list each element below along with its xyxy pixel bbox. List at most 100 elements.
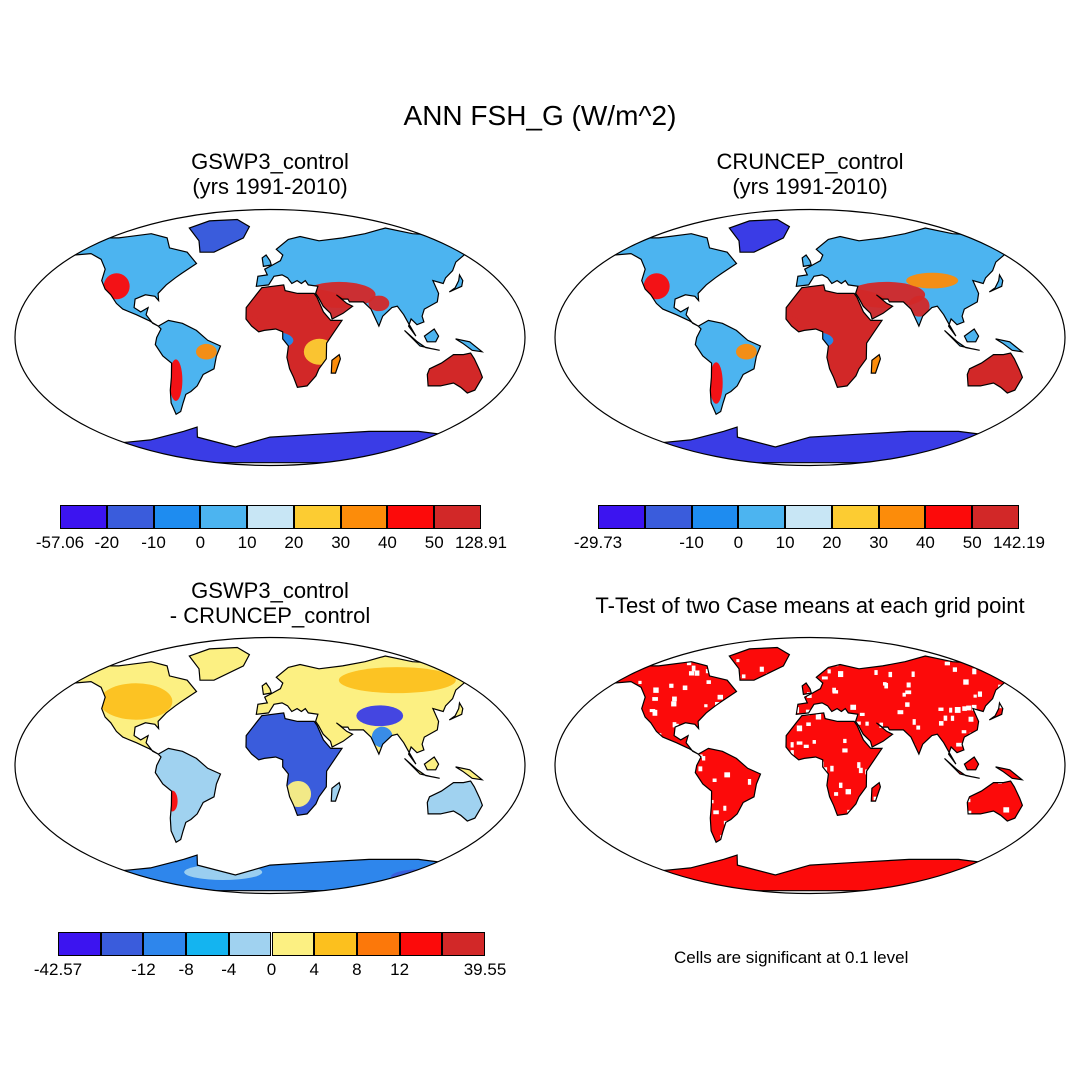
- insignificant-cell: [634, 706, 640, 711]
- insignificant-cell: [711, 668, 716, 674]
- land-eurasia: [796, 656, 1035, 765]
- insignificant-cell: [897, 710, 904, 715]
- insignificant-cell: [653, 687, 659, 693]
- insignificant-cell: [787, 673, 791, 678]
- land-northAmerica: [601, 661, 737, 755]
- insignificant-cell: [842, 748, 848, 753]
- field-patch: [906, 272, 959, 289]
- colorbar-tick-label: 0: [266, 960, 277, 979]
- field-patch: [169, 359, 183, 401]
- land-australia: [967, 353, 1023, 393]
- coastline: [963, 756, 980, 771]
- insignificant-cell: [741, 674, 746, 679]
- insignificant-cell: [879, 770, 886, 774]
- coastline: [330, 781, 342, 802]
- coastline: [404, 757, 440, 779]
- insignificant-cell: [649, 709, 656, 713]
- field-patch: [736, 343, 757, 360]
- insignificant-cell: [1003, 807, 1010, 813]
- insignificant-cell: [1010, 729, 1016, 735]
- map-land-layer: [52, 646, 514, 892]
- coastline: [801, 254, 813, 268]
- coastline: [728, 218, 791, 253]
- land-greenland: [189, 219, 250, 253]
- insignificant-cell: [795, 683, 800, 688]
- map-difference: [14, 636, 526, 895]
- coastline: [261, 254, 273, 268]
- colorbar-difference: -42.57 -12 -8 -4 0 4 8 12 39.55: [34, 932, 506, 979]
- insignificant-cell: [865, 721, 869, 726]
- coastline: [448, 701, 464, 721]
- insignificant-cell: [798, 801, 802, 806]
- insignificant-cell: [954, 707, 961, 713]
- insignificant-cell: [778, 743, 783, 748]
- insignificant-cell: [735, 692, 740, 698]
- insignificant-cell: [595, 780, 601, 785]
- insignificant-cell: [615, 698, 622, 702]
- insignificant-cell: [1032, 729, 1037, 735]
- insignificant-cell: [988, 819, 992, 824]
- insignificant-cell: [942, 839, 948, 844]
- land-newZealand: [493, 813, 513, 831]
- insignificant-cell: [640, 802, 644, 807]
- coastline: [188, 646, 251, 681]
- colorbar-box: [598, 505, 645, 529]
- insignificant-cell: [858, 818, 863, 824]
- colorbar-tick-label: -12: [131, 960, 156, 979]
- insignificant-cell: [966, 705, 972, 711]
- insignificant-cell: [834, 792, 839, 796]
- coastline: [1032, 812, 1054, 832]
- insignificant-cell: [598, 739, 604, 745]
- coastline: [944, 757, 980, 779]
- map-frame: [14, 208, 526, 467]
- coastline: [601, 661, 738, 755]
- insignificant-cell: [807, 662, 814, 667]
- insignificant-cell: [1036, 790, 1040, 795]
- insignificant-cell: [724, 666, 730, 670]
- field-patch: [167, 790, 178, 812]
- insignificant-cell: [674, 723, 679, 728]
- insignificant-cell: [594, 798, 596, 803]
- insignificant-cell: [962, 706, 967, 711]
- insignificant-cell: [653, 736, 659, 741]
- insignificant-cell: [697, 747, 702, 751]
- panel-4-title: T-Test of two Case means at each grid po…: [540, 593, 1080, 618]
- coastline: [870, 353, 882, 374]
- colorbar-tick-label: 12: [390, 960, 410, 979]
- insignificant-cell: [826, 802, 831, 809]
- map-land-layer: [52, 218, 514, 464]
- coastline: [61, 661, 198, 755]
- coastline: [188, 218, 251, 253]
- land-antarctica: [594, 855, 1026, 891]
- insignificant-cell: [642, 808, 647, 812]
- map-frame: [554, 636, 1066, 895]
- field-patch: [303, 338, 336, 365]
- insignificant-cell: [745, 824, 751, 828]
- insignificant-cell: [985, 835, 991, 839]
- insignificant-cell: [876, 816, 883, 822]
- insignificant-cell: [594, 780, 597, 786]
- insignificant-cell: [1022, 842, 1026, 848]
- insignificant-cell: [927, 752, 934, 759]
- insignificant-cell: [972, 668, 977, 675]
- insignificant-cell: [977, 691, 983, 697]
- insignificant-cell: [617, 730, 623, 736]
- insignificant-cell: [612, 796, 617, 801]
- colorbar-box: [293, 505, 341, 529]
- insignificant-cell: [1028, 783, 1034, 789]
- insignificant-cell: [673, 792, 680, 799]
- insignificant-cell: [888, 815, 894, 819]
- colorbar-box: [340, 505, 388, 529]
- insignificant-cell: [610, 690, 615, 696]
- coastline: [426, 780, 484, 822]
- insignificant-cell: [589, 781, 594, 784]
- coastline: [795, 655, 1036, 765]
- insignificant-cell: [588, 737, 593, 742]
- insignificant-cell: [886, 829, 891, 834]
- coastline: [601, 233, 738, 327]
- colorbar-tick-label: 40: [915, 533, 935, 552]
- insignificant-cell: [743, 838, 747, 844]
- insignificant-cell: [780, 822, 786, 828]
- coastline: [988, 701, 1004, 721]
- coastline: [995, 766, 1025, 781]
